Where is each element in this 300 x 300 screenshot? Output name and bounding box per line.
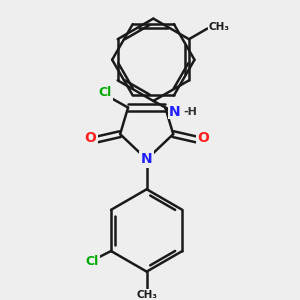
Text: N: N xyxy=(169,105,180,118)
Text: O: O xyxy=(197,131,209,145)
Text: Cl: Cl xyxy=(98,86,112,100)
Text: O: O xyxy=(84,131,96,145)
Text: -H: -H xyxy=(183,106,197,117)
Text: Cl: Cl xyxy=(85,256,99,268)
Text: N: N xyxy=(141,152,152,167)
Text: CH₃: CH₃ xyxy=(209,22,230,32)
Text: CH₃: CH₃ xyxy=(136,290,157,300)
